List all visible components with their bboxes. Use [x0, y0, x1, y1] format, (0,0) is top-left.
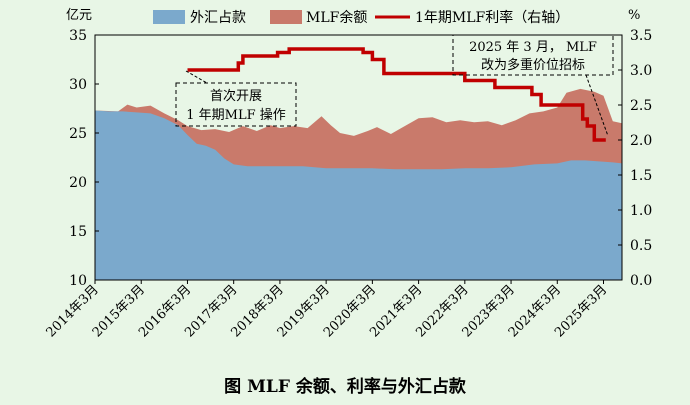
left-axis-tick-label: 10	[69, 273, 87, 289]
mlf-rate-line	[187, 47, 606, 142]
right-axis-unit: %	[628, 8, 640, 23]
annotation-last-line2: 改为多重价位招标	[481, 57, 585, 73]
right-axis-tick-label: 0.0	[630, 273, 652, 289]
legend-label-rate: 1年期MLF利率（右轴）	[415, 9, 569, 26]
plot-frame	[94, 34, 623, 281]
legend-label-fx: 外汇占款	[190, 10, 246, 26]
left-axis-tick-label: 30	[69, 77, 87, 93]
plot-areas	[95, 47, 622, 281]
fx-reserve-area	[95, 110, 622, 280]
annotation-first-box	[175, 82, 297, 127]
left-axis-tick-label: 25	[69, 126, 87, 142]
annotation-last-line1: 2025 年 3 月， MLF	[469, 40, 597, 55]
annotation-first-leader	[185, 70, 208, 84]
annotation-first-line2: 1 年期MLF 操作	[186, 107, 286, 123]
annotation-multi-price: 2025 年 3 月， MLF 改为多重价位招标	[452, 34, 614, 137]
legend: 外汇占款 MLF余额 1年期MLF利率（右轴）	[153, 9, 569, 26]
left-axis-tick-label: 20	[69, 175, 87, 191]
right-axis-tick-label: 2.5	[630, 98, 652, 114]
legend-label-mlf: MLF余额	[306, 9, 367, 26]
legend-swatch-fx	[153, 10, 185, 24]
legend-swatch-mlf	[270, 10, 302, 24]
annotation-last-leader	[585, 74, 609, 137]
annotation-last-box	[452, 34, 614, 76]
annotation-first-mlf: 首次开展 1 年期MLF 操作	[175, 70, 297, 127]
right-axis-tick-label: 3.0	[630, 63, 652, 79]
right-axis-tick-label: 2.0	[630, 133, 652, 149]
right-axis-tick-label: 0.5	[630, 238, 652, 254]
right-axis-tick-label: 3.5	[630, 28, 652, 44]
left-axis-tick-label: 15	[69, 224, 87, 240]
left-axis-unit: 亿元	[66, 8, 92, 23]
annotation-first-line1: 首次开展	[210, 88, 262, 104]
figure-caption: 图 MLF 余额、利率与外汇占款	[224, 377, 466, 397]
right-axis-tick-label: 1.0	[630, 203, 652, 219]
left-axis-tick-label: 35	[69, 28, 87, 44]
right-axis-tick-label: 1.5	[630, 168, 652, 184]
